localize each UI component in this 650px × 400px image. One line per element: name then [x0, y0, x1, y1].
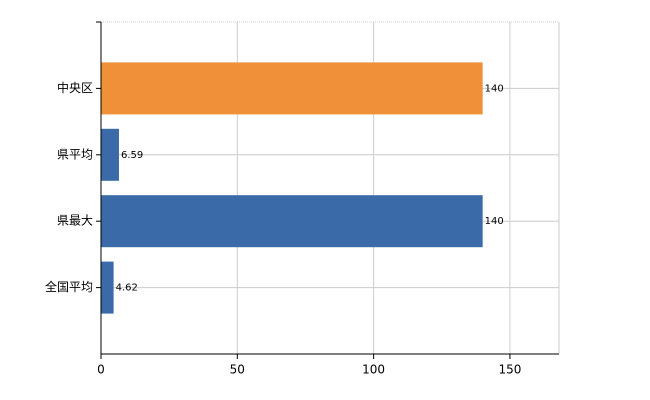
y-tick-label: 県平均: [57, 147, 93, 161]
y-tick-label: 県最大: [57, 214, 93, 228]
bar: [101, 261, 114, 314]
value-label: 4.62: [116, 283, 138, 294]
x-tick-label: 50: [230, 363, 245, 377]
value-label: 140: [485, 216, 504, 227]
bar: [101, 195, 483, 248]
bar: [101, 128, 119, 181]
x-tick-label: 150: [498, 363, 521, 377]
y-tick-label: 中央区: [57, 80, 93, 95]
value-label: 6.59: [121, 150, 143, 161]
bar: [101, 62, 483, 115]
value-label: 140: [485, 83, 504, 94]
y-tick-label: 全国平均: [45, 279, 93, 294]
x-tick-label: 100: [362, 363, 385, 377]
x-tick-label: 0: [97, 363, 105, 377]
